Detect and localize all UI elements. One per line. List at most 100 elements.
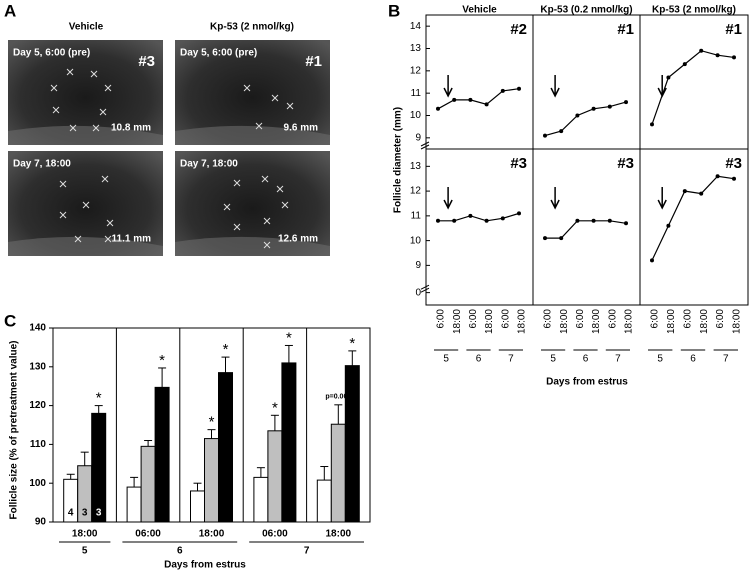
y-tick-label: 0: [415, 287, 421, 298]
caliper-mark: [271, 94, 279, 102]
significance-star: *: [159, 352, 165, 369]
panel-label: #1: [725, 21, 742, 38]
panel-label: C: [4, 311, 16, 330]
data-point: [468, 97, 473, 102]
data-point: [682, 62, 687, 67]
image-measure: 12.6 mm: [278, 234, 318, 245]
data-point: [452, 97, 457, 102]
y-tick-label: 13: [410, 161, 422, 172]
caliper-mark: [101, 175, 109, 183]
data-point: [682, 189, 687, 194]
day-label: 7: [723, 354, 729, 365]
panel-label: #3: [617, 155, 634, 172]
data-point: [666, 223, 671, 228]
x-tick-label: 06:00: [262, 529, 288, 540]
caliper-mark: [52, 106, 60, 114]
x-tick-label: 18:00: [666, 309, 677, 334]
image-caption: Day 5, 6:00 (pre): [180, 48, 257, 59]
day-label: 5: [82, 546, 88, 557]
bar: [140, 445, 156, 523]
data-point: [715, 174, 720, 179]
caliper-mark: [104, 84, 112, 92]
data-point: [624, 221, 628, 226]
caliper-mark: [92, 124, 100, 132]
data-point: [699, 48, 704, 53]
significance-star: *: [96, 390, 102, 407]
x-tick-label: 6:00: [607, 309, 618, 329]
day-label: 5: [657, 354, 663, 365]
tissue-band: [175, 125, 330, 145]
data-point: [436, 106, 440, 111]
x-tick-label: 6:00: [715, 309, 726, 329]
caliper-mark: [263, 217, 271, 225]
significance-star: *: [272, 399, 278, 416]
column-title: Kp-53 (2 nmol/kg): [210, 22, 294, 33]
data-point: [607, 218, 612, 223]
column-title: Vehicle: [69, 22, 104, 33]
x-tick-label: 6:00: [575, 309, 586, 329]
data-point: [650, 258, 654, 263]
data-point: [591, 218, 596, 223]
panel-frame: [532, 148, 641, 306]
data-point: [468, 213, 473, 218]
y-tick-label: 130: [29, 361, 46, 372]
significance-star: *: [223, 341, 229, 358]
n-label: 3: [82, 508, 88, 519]
day-label: 7: [304, 546, 310, 557]
caliper-mark: [74, 235, 82, 243]
panel-label: #3: [725, 155, 742, 172]
data-point: [591, 106, 596, 111]
image-measure: 9.6 mm: [284, 123, 319, 134]
bar: [190, 490, 205, 523]
y-tick-label: 9: [415, 132, 421, 143]
caliper-mark: [104, 235, 112, 243]
data-point: [575, 218, 580, 223]
day-label: 6: [177, 546, 183, 557]
data-point: [699, 191, 704, 196]
caliper-mark: [233, 223, 241, 231]
x-axis-title: Days from estrus: [164, 560, 246, 571]
day-label: 6: [690, 354, 696, 365]
data-point: [543, 133, 547, 138]
significance-star: *: [286, 329, 292, 346]
day-label: 5: [443, 354, 449, 365]
n-label: 3: [96, 508, 102, 519]
caliper-mark: [223, 203, 231, 211]
x-tick-label: 18:00: [559, 309, 570, 334]
x-tick-label: 18:00: [72, 529, 98, 540]
y-tick-label: 90: [35, 517, 47, 528]
caliper-mark: [59, 180, 67, 188]
column-title: Kp-53 (0.2 nmol/kg): [540, 5, 632, 16]
treatment-arrow: [550, 75, 560, 98]
panel-label: #3: [510, 155, 527, 172]
bar: [204, 438, 219, 523]
bar: [218, 372, 233, 523]
y-tick-label: 140: [29, 323, 46, 334]
y-tick-label: 11: [411, 210, 422, 221]
data-point: [484, 218, 489, 223]
data-point: [517, 211, 521, 216]
x-tick-label: 18:00: [699, 309, 710, 334]
caliper-mark: [281, 201, 289, 209]
image-id: #1: [305, 53, 322, 70]
y-tick-label: 110: [30, 439, 47, 450]
panel-frame: [639, 148, 749, 306]
data-point: [543, 236, 547, 241]
x-tick-label: 6:00: [650, 309, 661, 329]
y-axis-title: Follicle diameter (mm): [393, 107, 404, 213]
data-point: [500, 216, 505, 221]
series-line: [438, 212, 520, 222]
data-point: [650, 122, 654, 127]
x-tick-label: 6:00: [543, 309, 554, 329]
caliper-mark: [90, 70, 98, 78]
significance-star: *: [349, 335, 355, 352]
treatment-arrow: [443, 187, 453, 210]
y-tick-label: 120: [29, 400, 46, 411]
panel-label: A: [4, 1, 16, 20]
series-line: [651, 175, 735, 261]
data-point: [484, 102, 489, 107]
bar: [316, 479, 332, 523]
treatment-arrow: [443, 75, 453, 98]
image-measure: 10.8 mm: [111, 123, 151, 134]
